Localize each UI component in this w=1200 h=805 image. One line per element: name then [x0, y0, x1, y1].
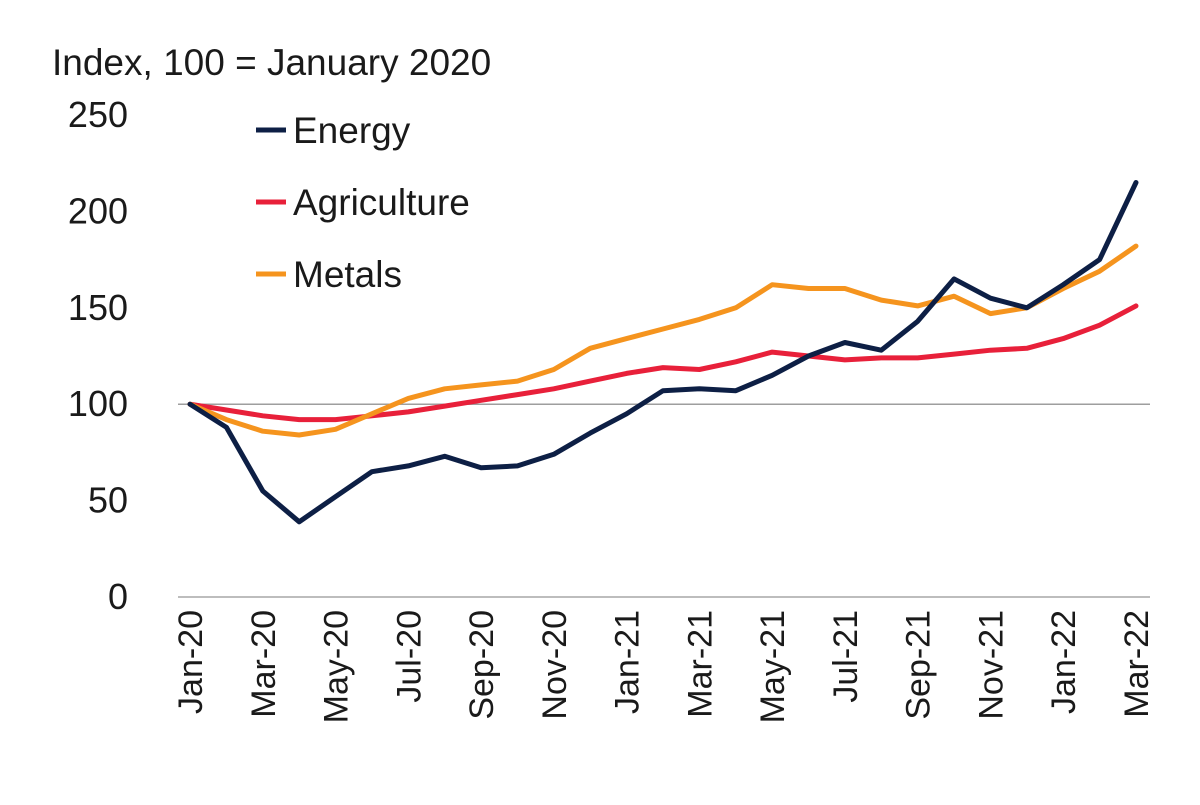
x-tick-label: Jan-20 — [172, 610, 210, 714]
legend-label-energy: Energy — [293, 110, 411, 151]
y-tick-label: 100 — [68, 383, 128, 424]
x-tick-label: Sep-20 — [463, 610, 501, 720]
series-line-metals — [187, 243, 1139, 438]
y-axis-unit-label: Index, 100 = January 2020 — [52, 42, 492, 83]
legend: Energy Agriculture Metals — [256, 110, 470, 295]
x-axis-ticks: Jan-20 Mar-20 May-20 Jul-20 Sep-20 Nov-20 Jan-… — [172, 610, 1156, 723]
x-tick-label: Nov-21 — [972, 610, 1010, 720]
x-tick-label: May-20 — [318, 610, 356, 723]
x-tick-label: Mar-20 — [245, 610, 283, 718]
x-tick-label: Jan-21 — [609, 610, 647, 714]
x-tick-label: Nov-20 — [536, 610, 574, 720]
y-tick-label: 250 — [68, 94, 128, 135]
y-tick-label: 200 — [68, 190, 128, 231]
x-tick-label: Jul-21 — [827, 610, 865, 703]
x-tick-label: Mar-21 — [681, 610, 719, 718]
series-line-agriculture — [187, 303, 1139, 423]
y-axis-ticks: 0 50 100 150 200 250 — [68, 94, 128, 617]
y-tick-label: 150 — [68, 287, 128, 328]
series-lines — [187, 180, 1139, 525]
x-tick-label: Mar-22 — [1118, 610, 1156, 718]
x-tick-label: Sep-21 — [900, 610, 938, 720]
x-tick-label: Jan-22 — [1045, 610, 1083, 714]
legend-label-metals: Metals — [293, 254, 402, 295]
x-tick-label: Jul-20 — [390, 610, 428, 703]
y-tick-label: 50 — [88, 480, 128, 521]
y-tick-label: 0 — [108, 576, 128, 617]
x-tick-label: May-21 — [754, 610, 792, 723]
series-line-energy — [187, 180, 1139, 525]
legend-label-agriculture: Agriculture — [293, 182, 470, 223]
